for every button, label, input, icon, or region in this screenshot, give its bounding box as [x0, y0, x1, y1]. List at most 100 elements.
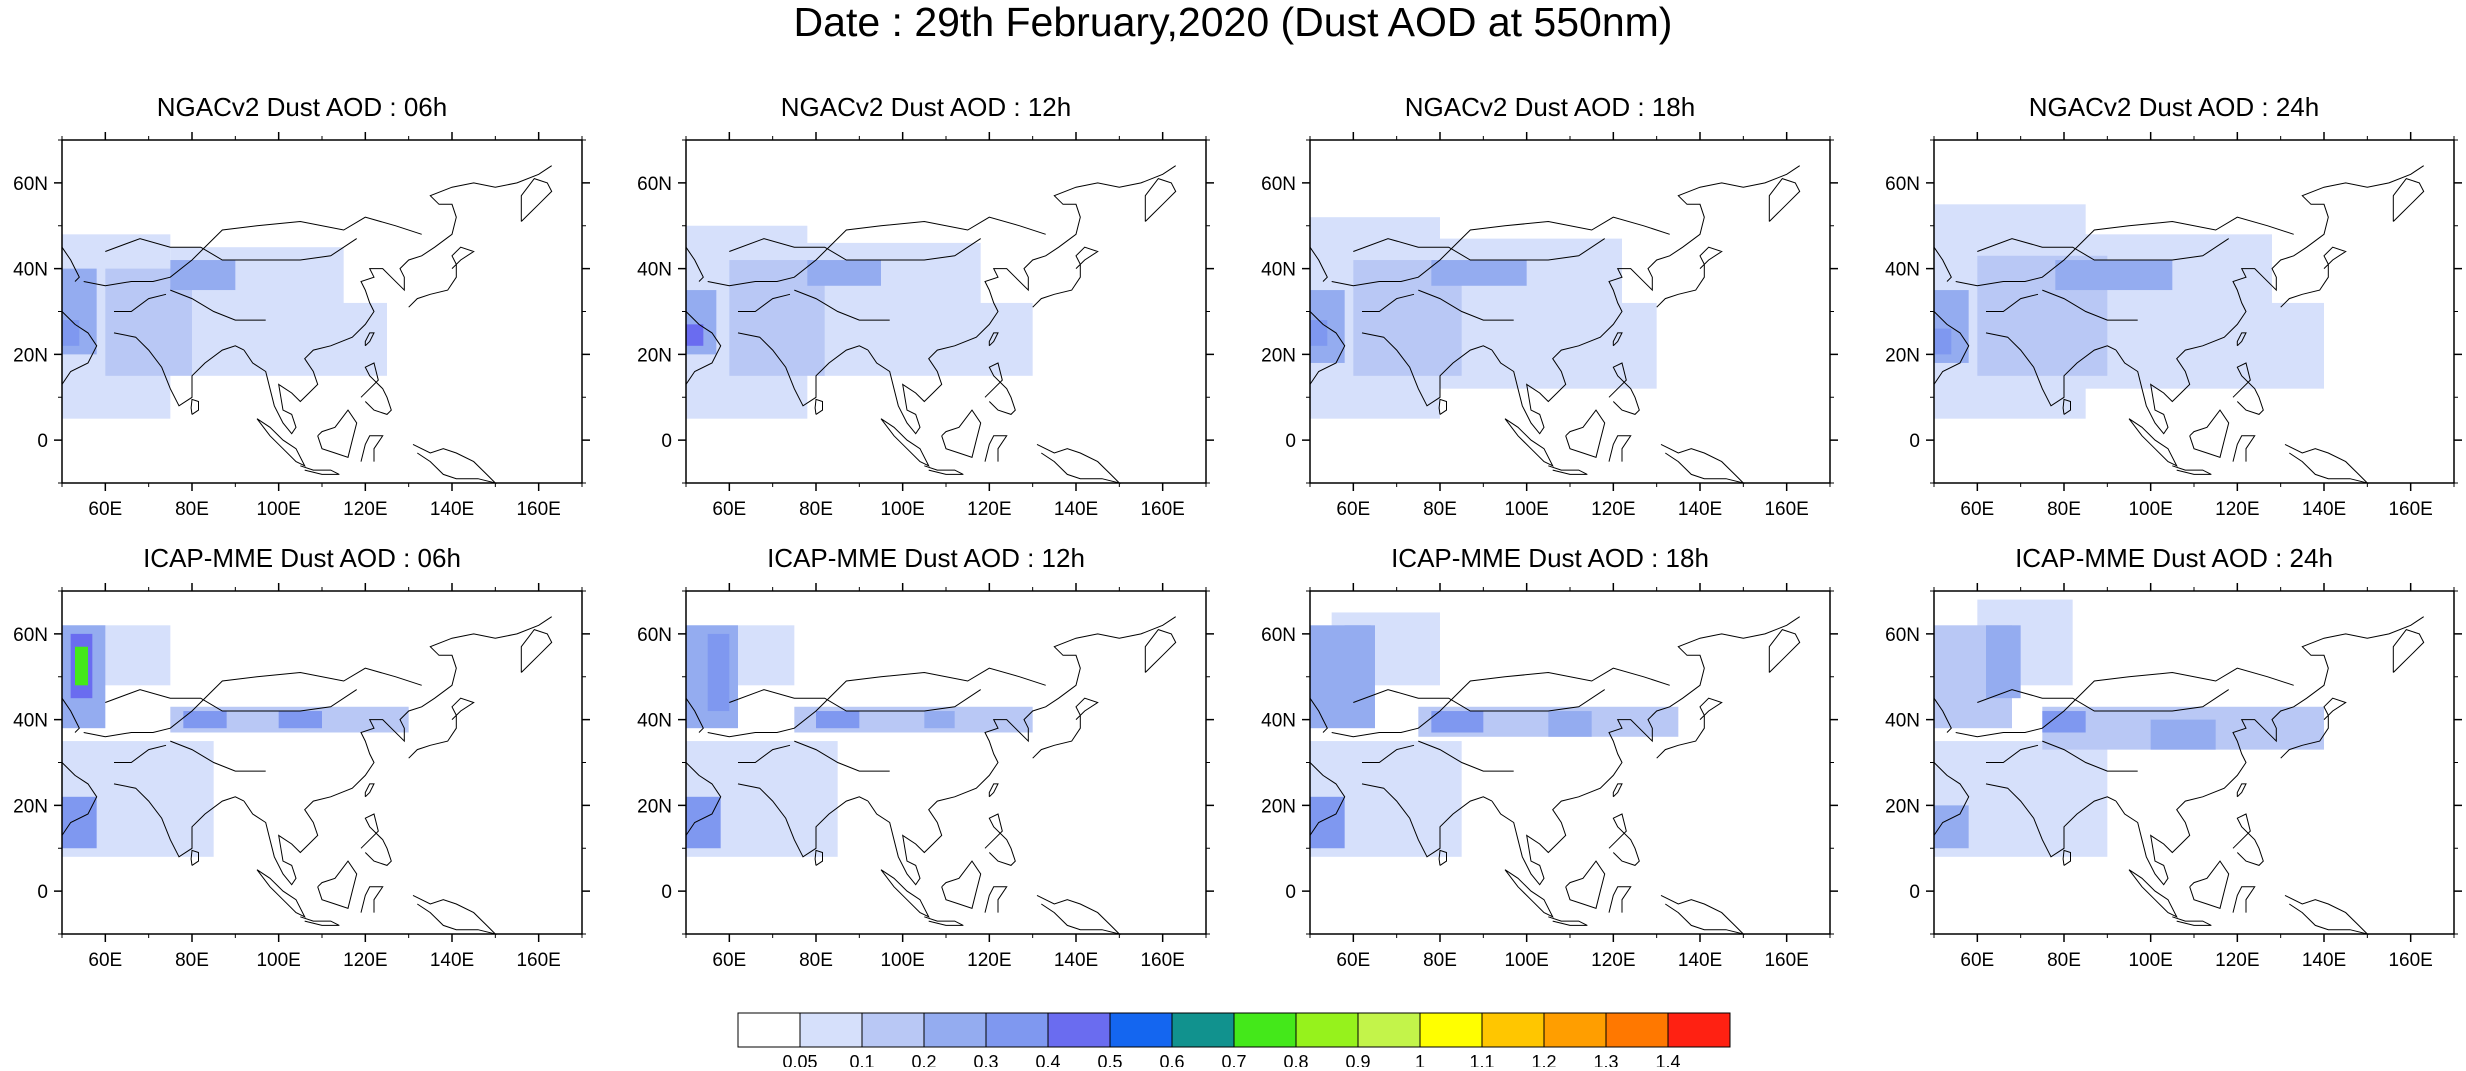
x-tick-label: 80E: [799, 950, 833, 971]
coastline: [814, 849, 823, 866]
colorbar-label: 1.2: [1531, 1052, 1556, 1067]
dust-cell: [1548, 711, 1592, 737]
coastline: [83, 667, 422, 738]
coastline: [1309, 246, 1328, 282]
coastline: [364, 783, 375, 798]
y-tick-label: 20N: [1261, 345, 1296, 366]
coastline: [737, 783, 869, 858]
coastline: [880, 869, 930, 918]
coastline: [114, 293, 167, 312]
coastline: [1612, 332, 1623, 347]
coastline: [2392, 629, 2425, 673]
coastline: [1977, 238, 2229, 261]
coastline: [412, 894, 497, 935]
x-tick-label: 100E: [1504, 950, 1548, 971]
coastline: [243, 165, 552, 435]
x-tick-label: 80E: [2047, 950, 2081, 971]
y-tick-label: 60N: [13, 174, 48, 195]
x-tick-label: 140E: [430, 499, 474, 520]
coastline: [1491, 165, 1800, 435]
y-tick-label: 60N: [1261, 625, 1296, 646]
y-tick-label: 0: [37, 431, 48, 452]
coastline: [814, 398, 823, 415]
coastline: [360, 886, 384, 913]
map-plot: 60E 80E 100E 120E 140E 160E 60N 40N 20N 0: [1261, 583, 1838, 971]
dust-cell: [62, 796, 97, 849]
coastline: [794, 289, 890, 321]
colorbar-label: 0.4: [1035, 1052, 1060, 1067]
y-tick-label: 20N: [637, 345, 672, 366]
coastline: [941, 860, 982, 909]
panel-title: ICAP-MME Dust AOD : 18h: [1391, 543, 1709, 573]
coastline: [1548, 916, 1588, 926]
y-tick-label: 0: [1285, 431, 1296, 452]
panel-title: NGACv2 Dust AOD : 06h: [156, 92, 448, 122]
coastline: [1144, 629, 1177, 673]
coastline: [1418, 289, 1514, 321]
x-tick-label: 140E: [2302, 499, 2346, 520]
coastline: [2189, 409, 2230, 458]
y-tick-label: 20N: [1885, 796, 1920, 817]
coastline: [1955, 667, 2294, 738]
x-tick-label: 160E: [1764, 499, 1808, 520]
coastline: [2392, 178, 2425, 222]
colorbar-label: 0.1: [849, 1052, 874, 1067]
coastline: [1331, 216, 1670, 287]
x-tick-label: 80E: [799, 499, 833, 520]
x-tick-label: 140E: [1054, 499, 1098, 520]
coastline: [364, 332, 375, 347]
y-tick-label: 40N: [1885, 260, 1920, 281]
coastline: [1309, 697, 1328, 733]
dust-cell: [183, 711, 227, 729]
y-tick-label: 60N: [637, 625, 672, 646]
y-tick-label: 0: [1285, 882, 1296, 903]
x-tick-label: 100E: [880, 950, 924, 971]
coastline: [61, 246, 80, 282]
coastline: [988, 332, 999, 347]
y-tick-label: 40N: [1261, 711, 1296, 732]
colorbar-swatch: [1543, 1012, 1607, 1048]
coastline: [256, 418, 306, 467]
coastline: [2062, 849, 2071, 866]
coastline: [685, 762, 722, 836]
coastline: [360, 813, 392, 866]
colorbar-swatch: [923, 1012, 987, 1048]
coastline: [2232, 813, 2264, 866]
map-panel: ICAP-MME Dust AOD : 12h 60E 80E 100E 120E 140…: [636, 543, 1216, 983]
coastline: [880, 418, 930, 467]
coastline: [1656, 246, 1723, 308]
x-tick-label: 80E: [1423, 499, 1457, 520]
coastline: [1608, 362, 1640, 415]
colorbar-label: 0.05: [782, 1052, 817, 1067]
coastline: [1985, 332, 2117, 407]
dust-cell: [1310, 796, 1345, 849]
dust-cell: [170, 260, 236, 291]
x-tick-label: 60E: [88, 499, 122, 520]
coastline: [300, 465, 340, 475]
colorbar-swatch: [861, 1012, 925, 1048]
x-tick-label: 160E: [2388, 499, 2432, 520]
coastline: [1361, 783, 1493, 858]
y-tick-label: 60N: [1261, 174, 1296, 195]
coastline: [2128, 418, 2178, 467]
coastline: [1504, 418, 1554, 467]
x-tick-label: 120E: [343, 499, 387, 520]
colorbar-swatch: [737, 1012, 801, 1048]
coastline: [1768, 629, 1801, 673]
map-panel: NGACv2 Dust AOD : 06h 60E 80E 100E 120E 140E 1…: [12, 92, 592, 532]
coastline: [1438, 849, 1447, 866]
colorbar-label: 0.8: [1283, 1052, 1308, 1067]
coastline: [2115, 616, 2424, 886]
coastline: [737, 332, 869, 407]
coastline: [105, 238, 357, 261]
dust-cell: [686, 796, 721, 849]
coastline: [729, 238, 981, 261]
coastline: [984, 813, 1016, 866]
coastline: [170, 289, 266, 321]
x-tick-label: 160E: [1140, 499, 1184, 520]
x-tick-label: 120E: [967, 499, 1011, 520]
x-tick-label: 120E: [2215, 499, 2259, 520]
coastline: [1331, 667, 1670, 738]
coastline: [984, 435, 1008, 462]
coastline: [988, 783, 999, 798]
